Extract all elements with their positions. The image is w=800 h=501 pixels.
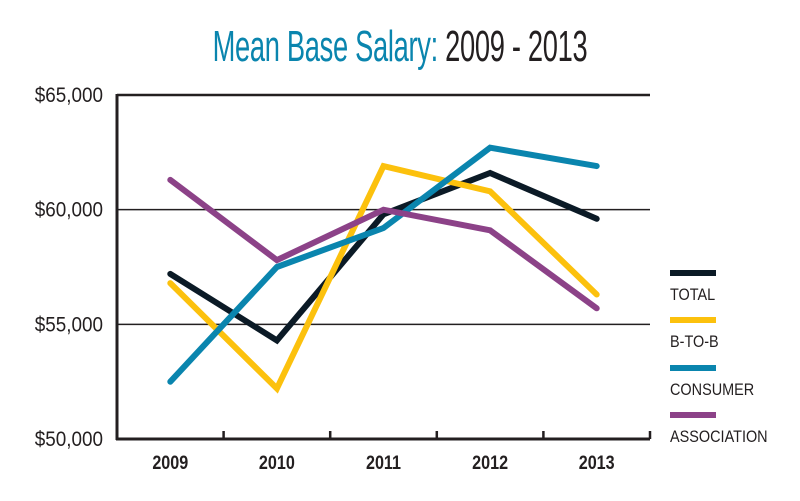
chart-title-years: 2009 - 2013 <box>445 22 588 71</box>
x-tick-label: 2013 <box>579 452 615 474</box>
x-tick-label: 2010 <box>259 452 295 474</box>
legend-item-total: TOTAL <box>670 270 716 304</box>
legend-swatch <box>670 317 716 323</box>
legend: TOTAL B-TO-B CONSUMER ASSOCIATION <box>670 270 768 446</box>
legend-label: B-TO-B <box>670 333 719 351</box>
x-tick-labels: 2009 2010 2011 2012 2013 <box>152 452 614 474</box>
x-tick-label: 2012 <box>472 452 508 474</box>
y-tick-labels: $50,000 $55,000 $60,000 $65,000 <box>35 84 103 451</box>
y-tick-label: $55,000 <box>35 313 103 336</box>
y-tick-label: $60,000 <box>35 199 103 222</box>
legend-swatch <box>670 365 716 371</box>
legend-label: CONSUMER <box>670 381 754 399</box>
legend-swatch <box>670 412 716 418</box>
y-tick-label: $65,000 <box>35 84 103 107</box>
legend-label: TOTAL <box>670 286 715 304</box>
series-line-b-to-b <box>167 162 600 394</box>
legend-swatch <box>670 270 716 276</box>
series-line-total <box>167 169 600 345</box>
axes <box>115 94 652 441</box>
legend-item-association: ASSOCIATION <box>670 412 768 446</box>
legend-label: ASSOCIATION <box>670 428 768 446</box>
x-tick-label: 2011 <box>366 452 401 474</box>
y-tick-label: $50,000 <box>35 428 103 451</box>
legend-item-b-to-b: B-TO-B <box>670 317 719 351</box>
legend-item-consumer: CONSUMER <box>670 365 754 399</box>
chart-title: Mean Base Salary: 2009 - 2013 <box>152 22 648 72</box>
chart-title-main: Mean Base Salary: <box>212 22 439 71</box>
x-tick-label: 2009 <box>152 452 188 474</box>
series-lines <box>167 144 600 394</box>
series-line-consumer <box>167 144 600 385</box>
series-line-association <box>167 176 600 312</box>
